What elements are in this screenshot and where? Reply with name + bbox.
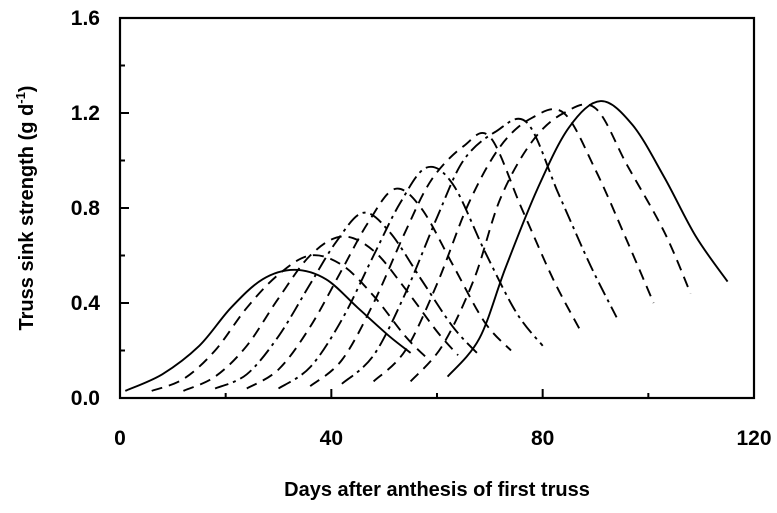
y-tick-label: 1.6	[71, 7, 100, 30]
series-line-6	[277, 165, 544, 390]
y-axis-title-main: Truss sink strength (g d	[16, 104, 38, 331]
x-tick-label: 80	[531, 427, 554, 450]
series-line-7	[309, 131, 581, 387]
y-axis-title-close: )	[16, 86, 38, 93]
y-tick-label: 0.0	[71, 387, 100, 410]
series-line-9	[372, 108, 655, 383]
series-line-4	[214, 211, 481, 390]
tick-labels: 0 40 80 120 0.0 0.4 0.8 1.2 1.6	[71, 7, 772, 450]
y-axis-title-superscript: -1	[13, 92, 28, 104]
series-line-10	[409, 103, 692, 383]
y-tick-label: 0.8	[71, 197, 101, 220]
series-line-5	[246, 187, 512, 390]
y-tick-label: 0.4	[71, 292, 101, 315]
axis-ticks	[119, 17, 755, 399]
y-axis-title: Truss sink strength (g d-1)	[13, 86, 38, 331]
series-line-1	[124, 268, 412, 392]
x-axis-title: Days after anthesis of first truss	[284, 479, 590, 501]
x-tick-label: 40	[320, 427, 343, 450]
x-tick-label: 0	[114, 427, 126, 450]
series-curves	[124, 100, 729, 392]
series-line-8	[341, 117, 618, 385]
y-tick-label: 1.2	[71, 102, 100, 125]
series-line-3	[183, 235, 459, 392]
series-line-11	[446, 100, 729, 378]
series-line-2	[151, 254, 428, 392]
plot-frame	[118, 16, 756, 400]
x-tick-label: 120	[736, 427, 771, 450]
